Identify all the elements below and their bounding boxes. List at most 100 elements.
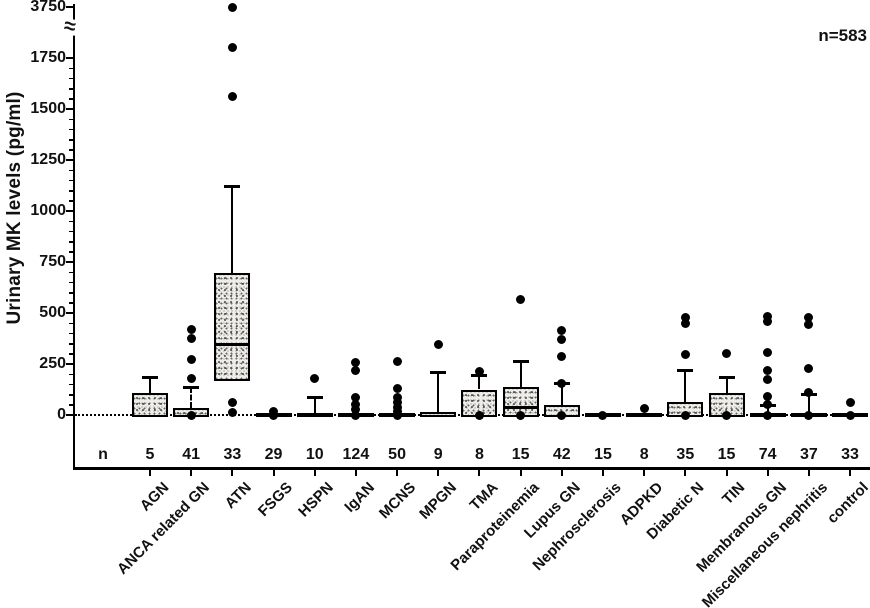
- x-axis-tick: [849, 470, 852, 476]
- n-value: 42: [552, 446, 571, 463]
- y-axis-minor-tick: [69, 179, 73, 182]
- n-value: 29: [264, 446, 283, 463]
- y-tick-label: 500: [39, 304, 66, 321]
- outlier-dot: [392, 357, 402, 367]
- y-axis-minor-tick: [69, 373, 73, 376]
- y-axis-tick: [66, 414, 73, 416]
- y-axis-tick: [66, 261, 73, 263]
- category-label: TMA: [466, 479, 502, 515]
- y-axis-minor-tick: [69, 169, 73, 172]
- median-line: [502, 406, 539, 410]
- upper-whisker: [519, 361, 522, 388]
- outlier-dot: [763, 374, 773, 384]
- y-axis-tick: [66, 159, 73, 161]
- y-axis-minor-tick: [69, 77, 73, 80]
- outlier-dot: [351, 400, 361, 410]
- x-axis-tick: [560, 470, 563, 476]
- outlier-dot: [722, 410, 732, 420]
- box: [420, 412, 457, 417]
- upper-whisker: [313, 397, 316, 415]
- y-axis-minor-tick: [69, 230, 73, 233]
- outlier-dot: [763, 311, 773, 321]
- x-axis-tick: [149, 470, 151, 476]
- y-tick-label: 3750: [30, 0, 66, 15]
- y-axis-line: [73, 4, 75, 468]
- x-axis-tick: [766, 470, 769, 476]
- category-label: MCNS: [375, 479, 420, 523]
- whisker-cap: [142, 375, 158, 379]
- outlier-dot: [804, 319, 814, 329]
- outlier-dot: [227, 408, 237, 418]
- x-axis-tick: [478, 470, 481, 476]
- outlier-dot: [557, 378, 567, 388]
- outlier-dot: [845, 410, 855, 420]
- outlier-dot: [186, 410, 196, 420]
- outlier-dot: [392, 398, 402, 408]
- y-axis-minor-tick: [69, 149, 73, 151]
- y-axis-minor-tick: [69, 139, 73, 141]
- outlier-dot: [557, 352, 567, 362]
- y-axis-minor-tick: [69, 241, 73, 243]
- outlier-dot: [310, 373, 320, 383]
- n-value: 33: [841, 446, 859, 463]
- outlier-dot: [227, 3, 237, 13]
- outlier-dot: [516, 295, 526, 305]
- n-value: 50: [388, 446, 406, 463]
- outlier-dot: [763, 392, 773, 402]
- median-line: [214, 343, 251, 347]
- y-axis-minor-tick: [69, 332, 73, 335]
- category-label: FSGS: [254, 479, 296, 520]
- n-value: 15: [511, 446, 530, 463]
- y-axis-minor-tick: [69, 220, 73, 223]
- y-axis-tick: [66, 57, 73, 59]
- outlier-dot: [763, 400, 773, 410]
- outlier-dot: [680, 350, 690, 360]
- x-axis-tick: [684, 470, 687, 476]
- n-value: 74: [758, 446, 777, 463]
- category-label: ATN: [221, 479, 255, 513]
- x-axis-tick: [231, 470, 234, 476]
- outlier-dot: [804, 312, 814, 322]
- x-axis-tick: [643, 470, 646, 476]
- category-label: IgAN: [341, 479, 378, 516]
- outlier-dot: [392, 393, 402, 403]
- x-axis-tick: [601, 470, 604, 476]
- y-axis-minor-tick: [69, 200, 73, 202]
- outlier-dot: [845, 398, 855, 408]
- y-axis-tick: [66, 210, 73, 212]
- x-axis-tick: [272, 470, 275, 476]
- y-axis-minor-tick: [69, 281, 73, 284]
- y-axis-minor-tick: [69, 404, 73, 406]
- outlier-dot: [557, 325, 567, 335]
- outlier-dot: [557, 335, 567, 345]
- n-value: 9: [433, 446, 443, 463]
- outlier-dot: [516, 410, 526, 420]
- n-value: 8: [474, 446, 484, 463]
- outlier-dot: [598, 410, 608, 420]
- upper-whisker: [231, 186, 234, 274]
- outlier-dot: [392, 410, 402, 420]
- y-axis-minor-tick: [69, 271, 73, 274]
- outlier-dot: [763, 316, 773, 326]
- outlier-dot: [186, 355, 196, 365]
- outlier-dot: [351, 365, 361, 375]
- category-label: TIN: [719, 479, 749, 509]
- outlier-dot: [639, 404, 649, 414]
- n-value: 41: [182, 446, 201, 463]
- outlier-dot: [227, 92, 237, 102]
- upper-whisker: [766, 405, 769, 415]
- outlier-dot: [351, 410, 361, 420]
- outlier-dot: [680, 318, 690, 328]
- upper-whisker: [684, 370, 687, 402]
- x-axis-tick: [313, 470, 316, 476]
- y-axis-minor-tick: [69, 251, 73, 253]
- y-axis-minor-tick: [69, 383, 73, 386]
- y-tick-label: 1000: [30, 202, 66, 219]
- zero-baseline-segment: [296, 413, 333, 417]
- outlier-dot: [474, 410, 484, 420]
- outlier-dot: [433, 340, 443, 350]
- outlier-dot: [763, 410, 773, 420]
- box: [626, 413, 663, 418]
- category-label: control: [824, 479, 870, 527]
- x-axis-tick: [354, 470, 357, 476]
